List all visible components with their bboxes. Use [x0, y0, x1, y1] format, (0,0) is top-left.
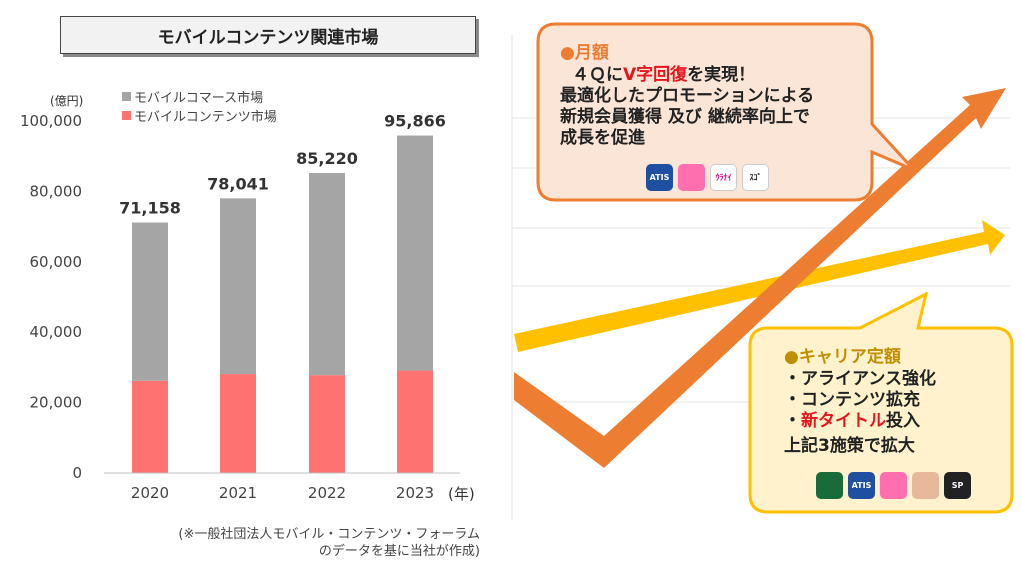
total-value-label: 85,220	[296, 149, 358, 168]
unit-label: (億円)	[50, 94, 84, 108]
callout-title: ●月額	[560, 43, 609, 63]
bar-segment	[220, 198, 256, 375]
source-note: (※一般社団法人モバイル・コンテンツ・フォーラム のデータを基に当社が作成)	[100, 526, 480, 560]
callout-line: ４ＱにV字回復を実現！	[560, 65, 814, 86]
callout-bubble	[536, 22, 916, 202]
source-line: (※一般社団法人モバイル・コンテンツ・フォーラム	[178, 527, 480, 542]
highlight-text: 新タイトル	[801, 411, 886, 431]
fortune-teller-app-icon	[912, 472, 939, 499]
text-segment: 投入	[886, 411, 920, 431]
text-segment: ４Ｑに	[572, 65, 623, 85]
legend-label: モバイルコンテンツ市場	[134, 110, 277, 125]
legend-swatch	[122, 92, 131, 101]
atis-app-icon: ATIS	[646, 164, 673, 191]
bar-segment	[397, 135, 433, 371]
bar-segment	[309, 375, 345, 473]
bar-segment	[220, 374, 256, 473]
total-value-label: 71,158	[119, 199, 181, 218]
callout-monthly: ●月額 ４ＱにV字回復を実現！ 最適化したプロモーションによる 新規会員獲得 及…	[536, 22, 916, 204]
moon-app-icon	[678, 164, 705, 191]
bar-segment	[397, 370, 433, 473]
bar-chart: 0 20,000 40,000 60,000 80,000 100,000 71,158 20…	[20, 112, 460, 502]
callout-line: ・コンテンツ拡充	[784, 390, 920, 410]
callout-line: 成長を促進	[560, 128, 645, 148]
moon-app-icon	[880, 472, 907, 499]
callout-line: ・新タイトル投入	[784, 411, 936, 432]
callout-line: ・アライアンス強化	[784, 369, 936, 389]
fortune-app-icon: ｳﾗﾅｲ	[710, 164, 737, 191]
y-tick-label: 80,000	[30, 182, 83, 200]
x-tick-label: 2022	[308, 484, 346, 502]
total-value-label: 95,866	[384, 112, 446, 131]
y-tick-label: 60,000	[30, 253, 83, 271]
callout-bubble	[748, 292, 1014, 514]
bar-segment	[309, 173, 345, 376]
atis-app-icon: ATIS	[848, 472, 875, 499]
y-tick-label: 20,000	[30, 394, 83, 412]
callout-title: ●キャリア定額	[784, 347, 901, 367]
callout-carrier: ●キャリア定額 ・アライアンス強化 ・コンテンツ拡充 ・新タイトル投入 上記3施…	[748, 292, 1014, 514]
sugo-comic-app-icon: ｽｺﾞ	[742, 164, 769, 191]
chart-title: モバイルコンテンツ関連市場	[60, 16, 476, 54]
legend-swatch	[122, 111, 131, 120]
legend-item-content: モバイルコンテンツ市場	[122, 106, 277, 125]
x-tick-label: 2023	[396, 484, 434, 502]
x-tick-label: 2021	[219, 484, 257, 502]
y-tick-label: 0	[72, 464, 82, 482]
card-game-app-icon	[816, 472, 843, 499]
x-axis-suffix: (年)	[448, 485, 475, 503]
app-icon-row: ATIS ｳﾗﾅｲ ｽｺﾞ	[646, 164, 769, 191]
sp-app-icon: SP	[944, 472, 971, 499]
callout-line: 最適化したプロモーションによる	[560, 86, 815, 106]
callout-line: 新規会員獲得 及び 継続率向上で	[560, 107, 810, 127]
y-tick-label: 40,000	[30, 323, 83, 341]
orange-checkmark-arrow	[514, 88, 1006, 468]
source-line: のデータを基に当社が作成)	[318, 544, 480, 559]
bar-segment	[132, 380, 168, 473]
legend-item-commerce: モバイルコマース市場	[122, 87, 263, 106]
legend-label: モバイルコマース市場	[134, 91, 264, 106]
y-tick-label: 100,000	[20, 112, 82, 130]
text-segment: ・	[784, 411, 801, 431]
app-icon-row: ATIS SP	[816, 472, 971, 499]
bar-segment	[132, 222, 168, 381]
highlight-text: V字回復	[623, 65, 688, 85]
yellow-arrow	[514, 220, 1005, 352]
total-value-label: 78,041	[207, 174, 269, 193]
x-tick-label: 2020	[131, 484, 169, 502]
text-segment: を実現！	[687, 65, 756, 85]
callout-line: 上記3施策で拡大	[784, 436, 915, 456]
